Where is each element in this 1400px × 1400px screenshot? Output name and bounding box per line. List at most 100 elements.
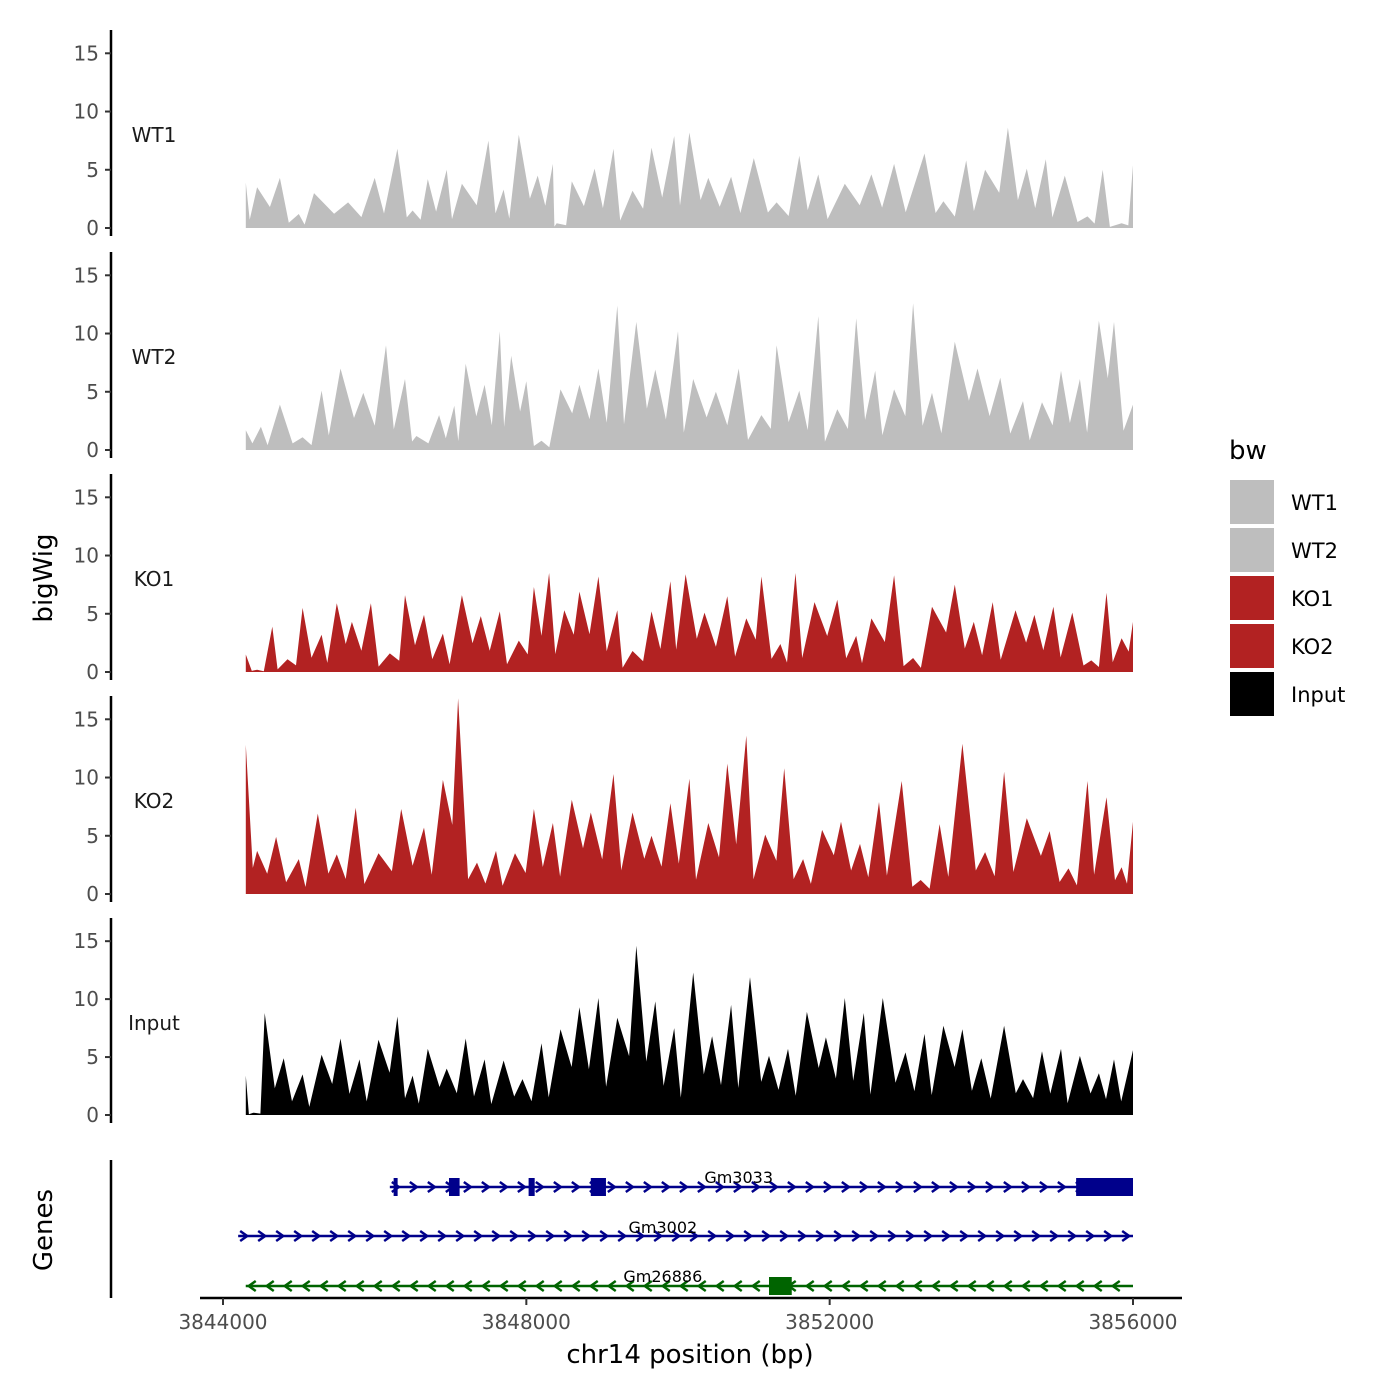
legend: bw WT1 WT2 KO1 KO2 Input xyxy=(1229,436,1345,716)
strand-arrow-left-icon xyxy=(444,1279,455,1293)
gene-label: Gm26886 xyxy=(623,1267,702,1286)
strand-arrow-right-icon xyxy=(661,1180,671,1194)
legend-swatch-input xyxy=(1230,672,1274,716)
strand-arrow-right-icon xyxy=(841,1180,851,1194)
y-tick-label: 0 xyxy=(86,660,99,684)
y-tick-label: 5 xyxy=(86,1045,99,1069)
strand-arrow-right-icon xyxy=(833,1229,844,1243)
strand-arrow-right-icon xyxy=(409,1180,419,1194)
strand-arrow-right-icon xyxy=(643,1180,653,1194)
legend-label-wt1: WT1 xyxy=(1291,491,1338,515)
strand-arrow-right-icon xyxy=(787,1180,797,1194)
gene-panel-title: Genes xyxy=(29,1189,59,1271)
strand-arrow-right-icon xyxy=(1121,1229,1132,1243)
exon-block xyxy=(393,1178,398,1196)
strand-arrow-left-icon xyxy=(984,1279,995,1293)
y-tick-label: 15 xyxy=(74,707,99,731)
strand-arrow-right-icon xyxy=(553,1180,563,1194)
strand-arrow-right-icon xyxy=(293,1229,304,1243)
strand-arrow-left-icon xyxy=(516,1279,527,1293)
strand-arrow-right-icon xyxy=(437,1229,448,1243)
y-tick-label: 15 xyxy=(74,929,99,953)
coverage-area-wt1 xyxy=(245,127,1134,228)
strand-arrow-left-icon xyxy=(894,1279,905,1293)
strand-arrow-right-icon xyxy=(1103,1229,1114,1243)
strand-arrow-left-icon xyxy=(426,1279,437,1293)
y-tick-label: 10 xyxy=(74,544,99,568)
tracks-layer: 0 5 10 15 WT1 0 5 10 15 WT2 0 5 10 15 KO1 0 5 10 15 KO2 0 5 10… xyxy=(74,30,1134,1127)
strand-arrow-left-icon xyxy=(264,1279,275,1293)
track-label-ko1: KO1 xyxy=(134,567,175,591)
coverage-area-input xyxy=(245,945,1134,1115)
strand-arrow-right-icon xyxy=(697,1180,707,1194)
strand-arrow-left-icon xyxy=(624,1279,635,1293)
strand-arrow-right-icon xyxy=(1021,1180,1031,1194)
strand-arrow-right-icon xyxy=(949,1180,959,1194)
strand-arrow-left-icon xyxy=(714,1279,725,1293)
track-label-wt2: WT2 xyxy=(132,345,177,369)
strand-arrow-right-icon xyxy=(913,1180,923,1194)
track-label-wt1: WT1 xyxy=(132,123,177,147)
strand-arrow-right-icon xyxy=(635,1229,646,1243)
strand-arrow-right-icon xyxy=(473,1229,484,1243)
x-tick-label: 3844000 xyxy=(178,1310,267,1334)
strand-arrow-left-icon xyxy=(840,1279,851,1293)
strand-arrow-right-icon xyxy=(689,1229,700,1243)
strand-arrow-left-icon xyxy=(642,1279,653,1293)
strand-arrow-right-icon xyxy=(877,1180,887,1194)
y-tick-label: 10 xyxy=(74,100,99,124)
strand-arrow-left-icon xyxy=(570,1279,581,1293)
strand-arrow-left-icon xyxy=(462,1279,473,1293)
exon-block xyxy=(528,1178,535,1196)
gene-panel: Gm3033 Gm3002 Gm26886 xyxy=(109,1160,1133,1298)
strand-arrow-right-icon xyxy=(743,1229,754,1243)
strand-arrow-right-icon xyxy=(365,1229,376,1243)
strand-arrow-right-icon xyxy=(509,1229,520,1243)
strand-arrow-right-icon xyxy=(805,1180,815,1194)
coverage-area-ko1 xyxy=(245,573,1134,672)
strand-arrow-right-icon xyxy=(995,1229,1006,1243)
strand-arrow-right-icon xyxy=(599,1229,610,1243)
strand-arrow-right-icon xyxy=(761,1229,772,1243)
strand-arrow-right-icon xyxy=(1039,1180,1049,1194)
strand-arrow-left-icon xyxy=(858,1279,869,1293)
strand-arrow-right-icon xyxy=(769,1180,779,1194)
strand-arrow-right-icon xyxy=(1031,1229,1042,1243)
y-tick-label: 5 xyxy=(86,824,99,848)
strand-arrow-left-icon xyxy=(750,1279,761,1293)
y-axis-title: bigWig xyxy=(29,533,59,622)
gene-label: Gm3033 xyxy=(704,1168,773,1187)
legend-swatch-wt1 xyxy=(1230,480,1274,524)
y-tick-label: 0 xyxy=(86,882,99,906)
y-tick-label: 5 xyxy=(86,158,99,182)
legend-label-input: Input xyxy=(1291,683,1345,707)
strand-arrow-left-icon xyxy=(804,1279,815,1293)
strand-arrow-right-icon xyxy=(985,1180,995,1194)
x-tick-label: 3848000 xyxy=(482,1310,571,1334)
strand-arrow-right-icon xyxy=(887,1229,898,1243)
strand-arrow-right-icon xyxy=(617,1229,628,1243)
strand-arrow-left-icon xyxy=(912,1279,923,1293)
strand-arrow-left-icon xyxy=(606,1279,617,1293)
strand-arrow-left-icon xyxy=(498,1279,509,1293)
exon-block xyxy=(448,1178,460,1196)
strand-arrow-right-icon xyxy=(625,1180,635,1194)
strand-arrow-right-icon xyxy=(545,1229,556,1243)
strand-arrow-left-icon xyxy=(480,1279,491,1293)
y-tick-label: 15 xyxy=(74,41,99,65)
strand-arrow-left-icon xyxy=(588,1279,599,1293)
y-tick-label: 15 xyxy=(74,485,99,509)
x-axis: 3844000 3848000 3852000 3856000 xyxy=(178,1296,1182,1334)
legend-swatch-ko2 xyxy=(1230,624,1274,668)
strand-arrow-left-icon xyxy=(390,1279,401,1293)
gene-label: Gm3002 xyxy=(628,1218,697,1237)
strand-arrow-left-icon xyxy=(318,1279,329,1293)
exon-block xyxy=(590,1178,606,1196)
track-ko1: 0 5 10 15 KO1 xyxy=(74,474,1134,684)
strand-arrow-left-icon xyxy=(876,1279,887,1293)
gene-gm3002: Gm3002 xyxy=(238,1218,1133,1243)
strand-arrow-right-icon xyxy=(797,1229,808,1243)
strand-arrow-right-icon xyxy=(383,1229,394,1243)
strand-arrow-right-icon xyxy=(815,1229,826,1243)
strand-arrow-left-icon xyxy=(1038,1279,1049,1293)
